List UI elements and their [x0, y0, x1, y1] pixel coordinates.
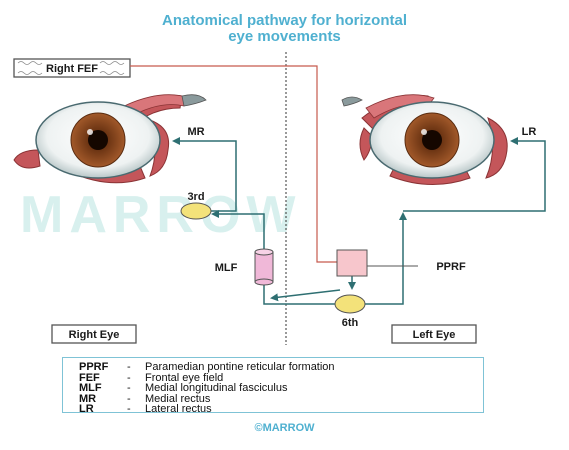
sixth-nucleus-label: 6th: [342, 317, 359, 329]
legend-abbr: FEF: [79, 371, 100, 384]
pathway-sixth-to-mlf: [270, 289, 341, 302]
right-eye-illustration: [13, 94, 207, 184]
pathway-mlf-to-sixth: [263, 282, 336, 305]
legend-text: Lateral rectus: [145, 403, 212, 415]
legend-text: Paramedian pontine reticular formation: [145, 361, 335, 373]
legend-row: MR - Medial rectus: [79, 392, 211, 405]
right-eye-box: [51, 324, 137, 344]
legend-text: Frontal eye field: [145, 371, 224, 384]
third-nucleus: [180, 202, 212, 220]
legend-text: Medial rectus: [145, 392, 211, 405]
pathway-sixth-to-lr: [403, 137, 546, 212]
lr-label: LR: [522, 126, 537, 138]
legend-abbr: MLF: [79, 382, 102, 394]
legend-row: MLF - Medial longitudinal fasciculus: [79, 382, 288, 394]
mr-label: MR: [187, 126, 204, 138]
right-eye-label: Right Eye: [69, 329, 120, 341]
left-eye-illustration: [341, 94, 508, 185]
pathway-third-to-mr: [172, 137, 237, 212]
pprf-label: PPRF: [436, 261, 466, 273]
left-eye-label: Left Eye: [413, 329, 456, 341]
legend-abbr: LR: [79, 403, 94, 415]
pathway-sixth-up: [364, 212, 407, 305]
pprf-box: [336, 249, 368, 277]
watermark-text: MARROW: [20, 186, 302, 244]
diagram-title-line1: Anatomical pathway for horizontal: [161, 12, 408, 29]
left-eye-box: [391, 324, 477, 344]
legend-abbr: MR: [79, 392, 97, 405]
third-nucleus-label: 3rd: [187, 191, 204, 203]
mlf-cylinder: [254, 248, 274, 286]
right-fef-label: Right FEF: [46, 63, 98, 75]
legend-text: Medial longitudinal fasciculus: [145, 382, 288, 394]
legend-abbr: PPRF: [79, 361, 109, 373]
legend-row: FEF - Frontal eye field: [79, 371, 224, 384]
legend-row: PPRF - Paramedian pontine reticular format…: [79, 361, 335, 373]
footer-copyright: ©MARROW: [254, 422, 315, 434]
abbreviation-legend: PPRF - Paramedian pontine reticular format…: [62, 357, 484, 415]
fef-pathway-line: [130, 65, 337, 263]
diagram-title-line2: eye movements: [228, 28, 341, 45]
mlf-label: MLF: [215, 262, 238, 274]
legend-row: LR - Lateral rectus: [79, 403, 212, 415]
sixth-nucleus: [334, 294, 366, 314]
pathway-mlf-to-third: [211, 210, 265, 250]
